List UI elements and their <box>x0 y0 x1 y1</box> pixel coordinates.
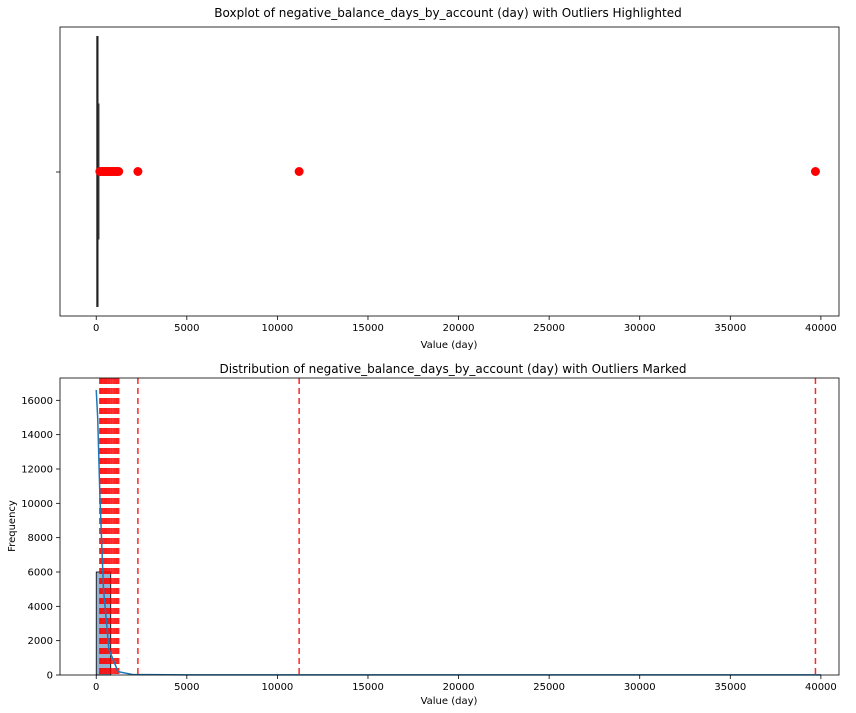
histogram-x-label: Value (day) <box>421 696 478 707</box>
histogram-x-tick-label: 35000 <box>714 682 746 693</box>
histogram-y-tick-label: 2000 <box>28 636 53 647</box>
histogram-x-tick-label: 5000 <box>174 682 199 693</box>
kde-line <box>95 389 821 676</box>
histogram-y-tick-label: 4000 <box>28 602 53 613</box>
boxplot-x-tick-label: 10000 <box>261 323 293 334</box>
histogram-y-tick-label: 12000 <box>21 464 53 475</box>
histogram-axes-frame <box>59 377 840 676</box>
outlier-point <box>114 167 124 176</box>
boxplot-x-ticks: 0 5000 10000 15000 20000 25000 30000 35000 40000 <box>93 316 837 334</box>
histogram-x-tick-label: 0 <box>93 682 99 693</box>
histogram-outlier-lines <box>99 378 817 675</box>
boxplot-x-tick-label: 5000 <box>174 323 199 334</box>
histogram-x-tick-label: 25000 <box>533 682 565 693</box>
outlier-point <box>810 167 820 176</box>
histogram-x-ticks: 0 5000 10000 15000 20000 25000 30000 35000 40000 <box>93 675 837 693</box>
histogram-x-tick-label: 15000 <box>352 682 384 693</box>
outlier-point <box>133 167 143 176</box>
histogram-y-tick-label: 10000 <box>21 499 53 510</box>
histogram-y-label: Frequency <box>7 500 18 552</box>
histogram-panel: Distribution of negative_balance_days_by… <box>7 362 840 707</box>
histogram-x-tick-label: 10000 <box>261 682 293 693</box>
histogram-x-tick-label: 40000 <box>805 682 837 693</box>
histogram-y-tick-label: 6000 <box>28 567 53 578</box>
boxplot-x-tick-label: 40000 <box>805 323 837 334</box>
boxplot-x-tick-label: 0 <box>93 323 99 334</box>
boxplot-x-tick-label: 20000 <box>443 323 475 334</box>
histogram-title: Distribution of negative_balance_days_by… <box>219 362 686 376</box>
boxplot-panel: Boxplot of negative_balance_days_by_acco… <box>56 6 840 351</box>
boxplot-title: Boxplot of negative_balance_days_by_acco… <box>214 6 681 20</box>
histogram-x-tick-label: 20000 <box>443 682 475 693</box>
histogram-x-tick-label: 30000 <box>624 682 656 693</box>
boxplot-axes-frame <box>59 26 840 317</box>
boxplot-x-tick-label: 25000 <box>533 323 565 334</box>
boxplot-x-tick-label: 30000 <box>624 323 656 334</box>
histogram-y-ticks: 0 2000 4000 6000 8000 10000 12000 14000 16000 <box>21 396 60 682</box>
histogram-y-tick-label: 0 <box>47 671 53 682</box>
histogram-y-tick-label: 8000 <box>28 533 53 544</box>
histogram-y-tick-label: 14000 <box>21 430 53 441</box>
boxplot-x-tick-label: 15000 <box>352 323 384 334</box>
histogram-y-tick-label: 16000 <box>21 396 53 407</box>
outlier-point <box>294 167 304 176</box>
boxplot-outliers <box>95 167 820 176</box>
boxplot-x-label: Value (day) <box>421 340 478 351</box>
boxplot-x-tick-label: 35000 <box>714 323 746 334</box>
